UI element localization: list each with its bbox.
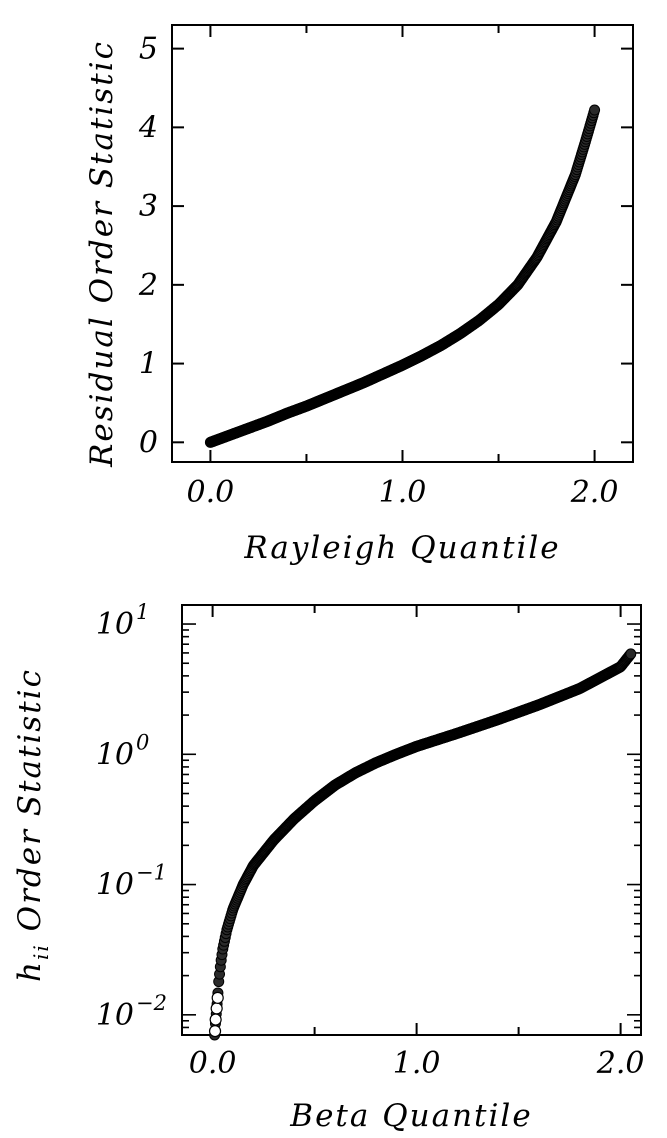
top-plot-frame <box>171 24 634 463</box>
top-data-points <box>204 104 601 448</box>
top-x-ticks: 0.0 1.0 2.0 <box>187 25 619 510</box>
top-y-tick-label: 2 <box>138 268 158 303</box>
rayleigh-qq-chart: 0.0 1.0 2.0 0 1 2 3 4 5 Rayleigh Quantile Resid… <box>84 24 634 566</box>
bottom-x-tick-label: 0.0 <box>189 1046 237 1081</box>
top-y-tick-label: 5 <box>139 32 158 67</box>
top-y-tick-label: 4 <box>138 110 158 145</box>
bottom-y-tick-exponent: 1 <box>136 600 149 624</box>
bottom-y-tick-exponent: 0 <box>136 730 149 754</box>
bottom-data-point <box>625 648 637 660</box>
bottom-data-point-open <box>209 1013 222 1026</box>
bottom-x-tick-label: 2.0 <box>596 1046 645 1081</box>
bottom-x-ticks: 0.0 1.0 2.0 <box>189 605 645 1081</box>
bottom-y-tick-exponent: −1 <box>136 861 167 885</box>
bottom-plot-frame <box>181 604 642 1036</box>
top-y-ticks: 0 1 2 3 4 5 <box>138 32 633 460</box>
bottom-y-tick-label: 10 <box>96 998 134 1033</box>
bottom-data-point-open <box>211 991 224 1004</box>
bottom-data-point-open <box>210 1002 223 1015</box>
bottom-x-axis-label: Beta Quantile <box>289 1098 532 1134</box>
bottom-y-label-subscript: ii <box>29 943 53 960</box>
bottom-y-label-rest: Order Statistic <box>12 668 48 943</box>
top-x-tick-label: 1.0 <box>379 475 427 510</box>
bottom-data-points <box>208 648 637 1041</box>
bottom-x-tick-label: 1.0 <box>393 1046 441 1081</box>
top-x-tick-label: 0.0 <box>187 475 235 510</box>
bottom-data-point-open <box>208 1024 222 1038</box>
top-x-tick-label: 2.0 <box>570 475 619 510</box>
top-x-axis-label: Rayleigh Quantile <box>243 530 560 566</box>
top-y-tick-label: 0 <box>139 425 158 460</box>
top-y-tick-label: 1 <box>139 347 158 382</box>
top-y-axis-label: Residual Order Statistic <box>84 40 120 468</box>
bottom-y-tick-label: 10 <box>96 737 134 772</box>
bottom-y-tick-exponent: −2 <box>136 991 167 1015</box>
top-y-tick-label: 3 <box>139 189 158 224</box>
bottom-y-axis-label: hii Order Statistic <box>12 668 53 982</box>
top-data-point <box>589 104 601 116</box>
bottom-y-tick-label: 10 <box>96 868 134 903</box>
bottom-y-tick-label: 10 <box>96 607 134 642</box>
bottom-y-label-h: h <box>12 960 48 982</box>
